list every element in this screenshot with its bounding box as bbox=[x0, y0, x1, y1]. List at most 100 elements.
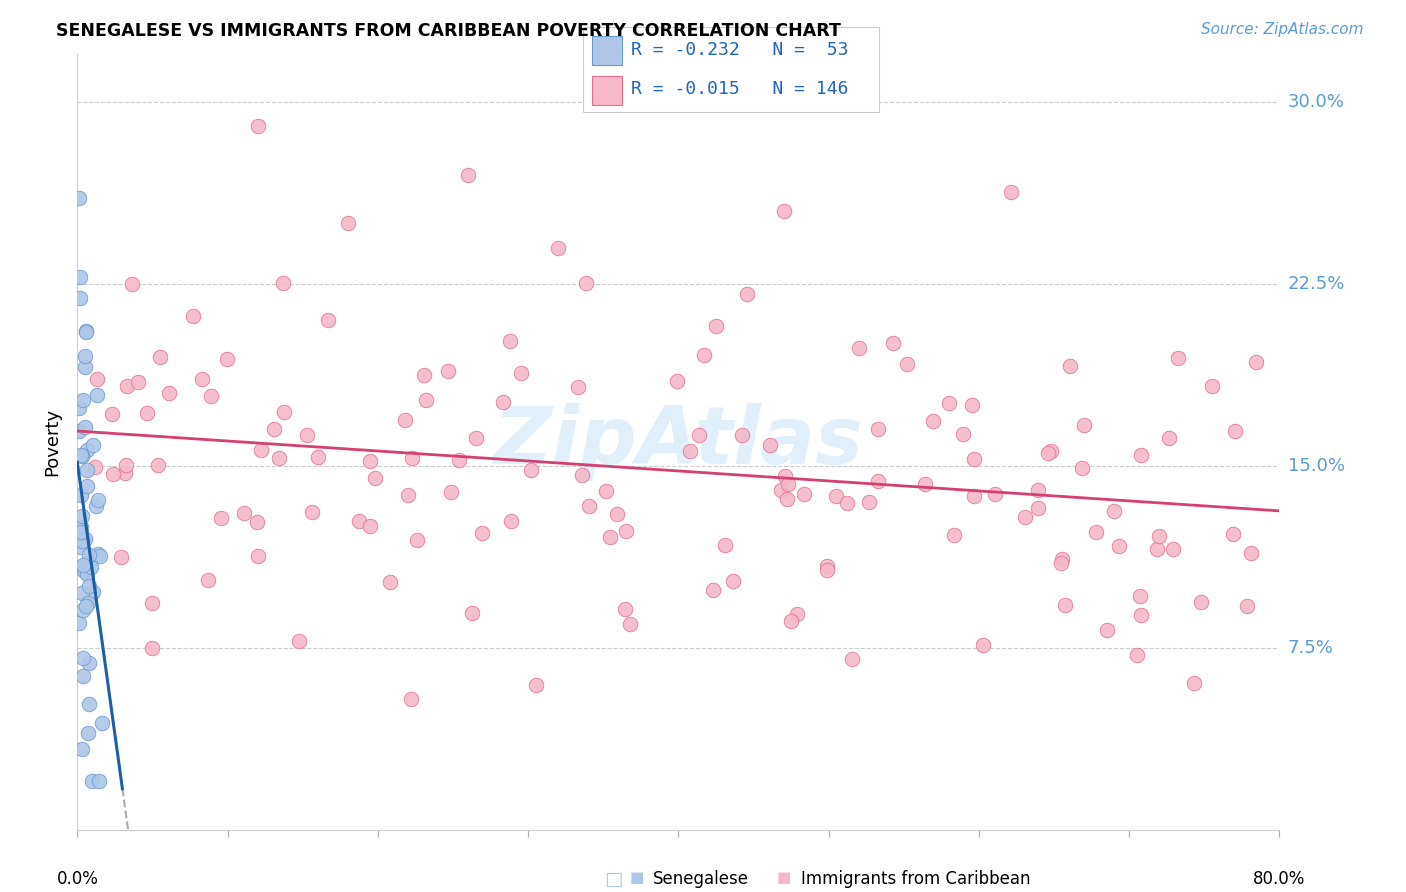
Point bbox=[501, 514, 523, 528]
Point bbox=[824, 489, 846, 503]
Text: ZipAtlas: ZipAtlas bbox=[494, 402, 863, 481]
Text: ■: ■ bbox=[776, 870, 792, 885]
Point bbox=[436, 363, 458, 377]
Point bbox=[84, 500, 107, 514]
Point bbox=[1071, 461, 1094, 475]
Point bbox=[76, 442, 98, 457]
Point bbox=[269, 450, 291, 465]
Point bbox=[1039, 444, 1062, 458]
Point bbox=[457, 168, 479, 182]
Text: 15.0%: 15.0% bbox=[1288, 457, 1344, 475]
Point bbox=[1038, 446, 1060, 460]
Point bbox=[69, 270, 91, 285]
Point bbox=[288, 633, 311, 648]
Point bbox=[209, 511, 232, 525]
Point bbox=[1130, 608, 1153, 623]
Point bbox=[401, 451, 423, 466]
Point bbox=[440, 485, 463, 500]
Point bbox=[509, 366, 531, 380]
Point bbox=[858, 494, 880, 508]
Point bbox=[80, 560, 103, 574]
Point bbox=[1147, 529, 1170, 543]
Point bbox=[1073, 418, 1095, 433]
Point bbox=[67, 401, 90, 416]
Point bbox=[273, 276, 295, 290]
Point bbox=[693, 348, 716, 362]
Point bbox=[1059, 359, 1081, 374]
Point bbox=[595, 483, 617, 498]
Text: ■: ■ bbox=[630, 870, 644, 885]
Point bbox=[520, 463, 543, 477]
Point bbox=[157, 385, 180, 400]
Point bbox=[87, 493, 110, 508]
Point bbox=[69, 525, 91, 540]
Point bbox=[447, 452, 470, 467]
Point bbox=[868, 475, 890, 489]
Point bbox=[896, 357, 918, 371]
Point bbox=[141, 640, 163, 655]
Point bbox=[79, 555, 101, 569]
Point bbox=[76, 463, 98, 477]
Point bbox=[399, 692, 422, 706]
Point bbox=[72, 650, 94, 665]
Point bbox=[575, 276, 598, 290]
Point bbox=[77, 725, 100, 739]
Point bbox=[952, 427, 974, 442]
Point bbox=[786, 607, 808, 621]
FancyBboxPatch shape bbox=[592, 36, 621, 65]
Point bbox=[464, 431, 486, 445]
Point bbox=[415, 392, 437, 407]
Text: 22.5%: 22.5% bbox=[1288, 275, 1346, 293]
Point bbox=[73, 532, 96, 546]
Point bbox=[499, 334, 522, 348]
Point bbox=[413, 368, 436, 382]
Point bbox=[101, 408, 124, 422]
Point bbox=[1050, 552, 1073, 566]
Point bbox=[972, 638, 994, 652]
Point bbox=[307, 450, 329, 465]
Point bbox=[101, 467, 124, 481]
Point bbox=[70, 585, 93, 599]
Point bbox=[364, 471, 387, 485]
Point bbox=[72, 564, 94, 578]
Point bbox=[613, 601, 636, 615]
Point bbox=[702, 582, 724, 597]
Y-axis label: Poverty: Poverty bbox=[44, 408, 62, 475]
Point bbox=[1026, 483, 1049, 497]
Point bbox=[938, 396, 960, 410]
Point bbox=[67, 615, 90, 630]
Point bbox=[1184, 676, 1206, 690]
Point bbox=[1161, 541, 1184, 556]
Point bbox=[191, 372, 214, 386]
Point bbox=[1167, 351, 1189, 365]
Point bbox=[492, 395, 515, 409]
Point bbox=[1157, 431, 1180, 445]
Point bbox=[263, 421, 285, 435]
Point bbox=[1130, 448, 1153, 462]
Text: 0.0%: 0.0% bbox=[56, 870, 98, 888]
Point bbox=[75, 599, 97, 613]
Point bbox=[77, 697, 100, 711]
Point bbox=[571, 468, 593, 483]
Point bbox=[76, 479, 98, 493]
Point bbox=[77, 657, 100, 671]
Point bbox=[115, 378, 138, 392]
Point bbox=[69, 540, 91, 554]
Point bbox=[135, 406, 157, 420]
Point bbox=[1026, 500, 1049, 515]
Text: R = -0.015   N = 146: R = -0.015 N = 146 bbox=[631, 79, 848, 97]
Point bbox=[82, 584, 104, 599]
Point bbox=[984, 487, 1007, 501]
Point bbox=[1102, 503, 1125, 517]
Point bbox=[73, 419, 96, 434]
Point bbox=[817, 558, 839, 573]
Point bbox=[197, 573, 219, 587]
Point bbox=[547, 241, 569, 255]
Point bbox=[295, 427, 318, 442]
Point bbox=[67, 191, 90, 205]
Point bbox=[250, 442, 273, 457]
Point bbox=[922, 414, 945, 428]
Point bbox=[815, 563, 838, 577]
Point bbox=[246, 120, 269, 134]
Point bbox=[217, 352, 239, 367]
